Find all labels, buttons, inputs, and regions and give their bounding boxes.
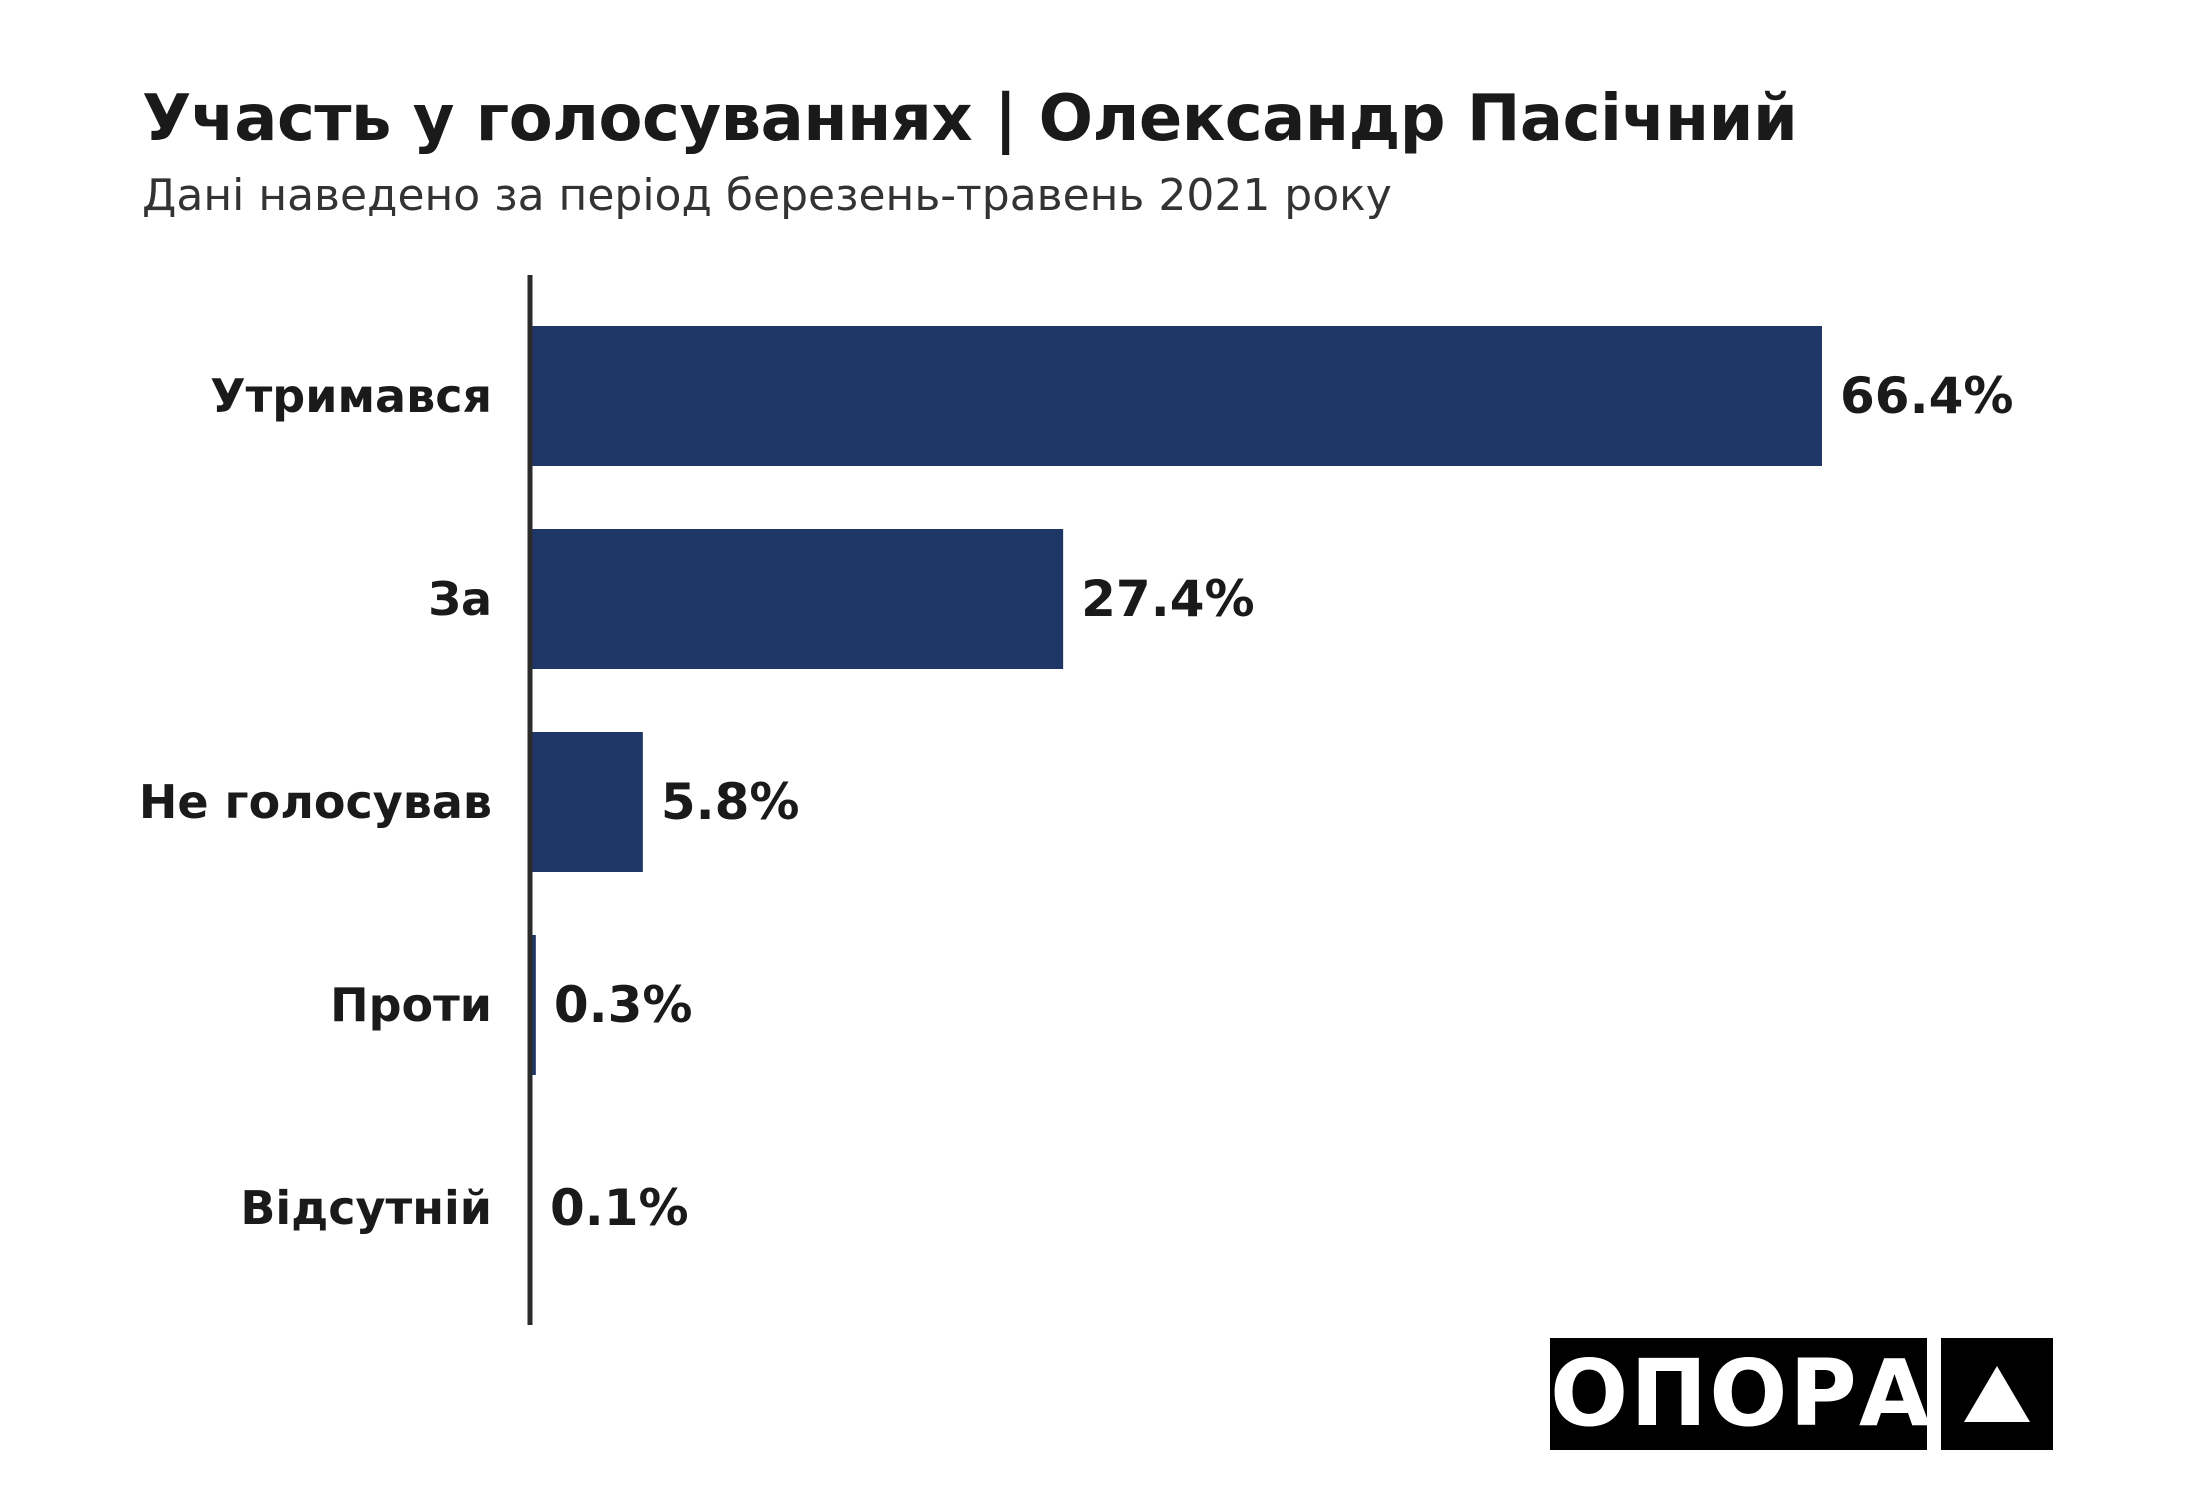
value-label: 0.1% xyxy=(550,1179,689,1237)
bar-1 xyxy=(530,326,1822,466)
logo-text: ОПОРА xyxy=(1550,1338,1930,1450)
value-label: 27.4% xyxy=(1081,570,1254,628)
category-label: Проти xyxy=(330,978,492,1032)
opora-logo: ОПОРА xyxy=(1550,1338,2053,1450)
category-label: Відсутній xyxy=(240,1181,492,1235)
value-label: 66.4% xyxy=(1840,367,2013,425)
triangle-icon xyxy=(1941,1338,2053,1450)
category-label: За xyxy=(428,572,492,626)
value-label: 5.8% xyxy=(661,773,800,831)
bar-3 xyxy=(530,732,643,872)
bar-4 xyxy=(530,935,536,1075)
value-label: 0.3% xyxy=(554,976,693,1034)
chart-subtitle: Дані наведено за період березень-травень… xyxy=(142,170,1392,221)
category-label: Утримався xyxy=(210,369,492,423)
category-label: Не голосував xyxy=(139,775,492,829)
chart-title: Участь у голосуваннях | Олександр Пасічн… xyxy=(142,82,1798,156)
bar-2 xyxy=(530,529,1064,669)
